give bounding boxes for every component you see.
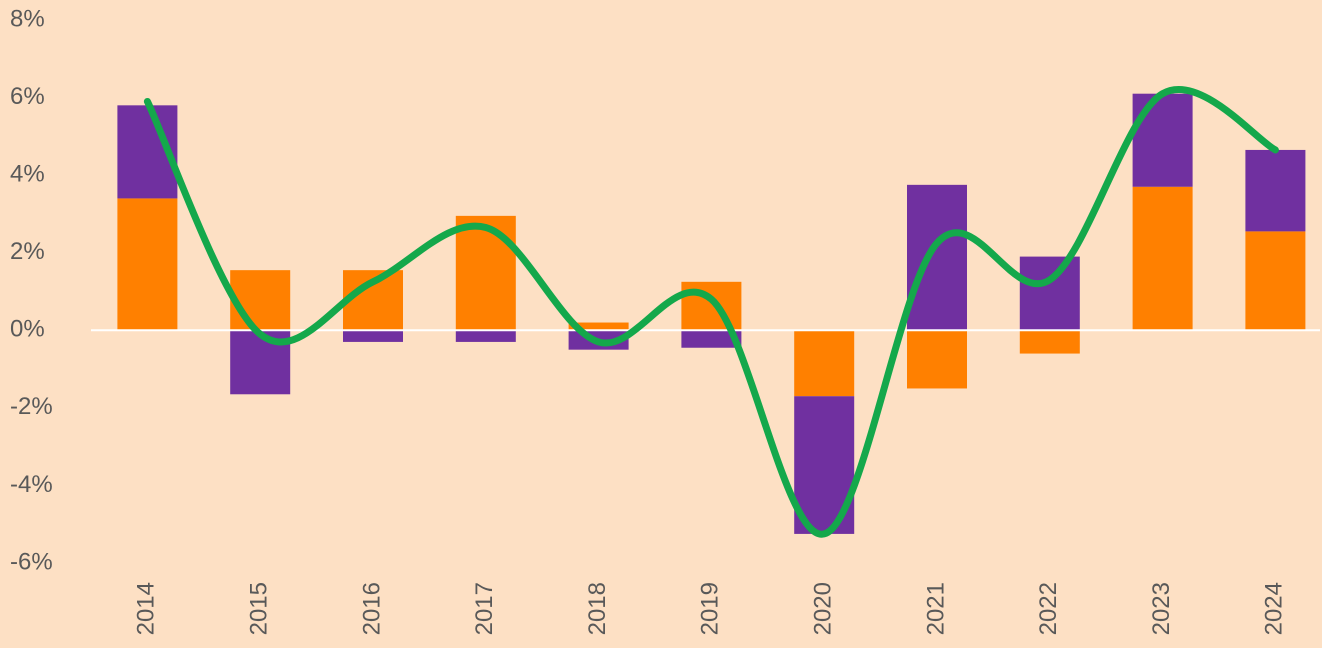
bar (681, 330, 742, 348)
bar (455, 330, 516, 342)
x-tick-label: 2020 (810, 582, 837, 635)
x-tick-label: 2014 (133, 582, 160, 635)
x-tick-label: 2019 (697, 582, 724, 635)
bar (1245, 149, 1306, 232)
y-tick-label: 6% (10, 83, 45, 110)
bar (1019, 256, 1080, 331)
y-tick-label: -2% (10, 393, 53, 420)
x-tick-label: 2021 (922, 582, 949, 635)
y-tick-label: -4% (10, 471, 53, 498)
bar (343, 330, 403, 342)
bar (907, 184, 967, 331)
bar (1019, 330, 1080, 354)
y-tick-label: 8% (10, 5, 45, 32)
bar (1132, 93, 1193, 187)
x-tick-label: 2022 (1035, 582, 1062, 635)
x-tick-label: 2015 (246, 582, 273, 635)
bar (117, 198, 178, 331)
x-tick-label: 2017 (471, 582, 498, 635)
x-tick-label: 2018 (584, 582, 611, 635)
bar (1245, 231, 1306, 331)
bar (1132, 186, 1193, 331)
bar (794, 330, 855, 397)
bar (230, 270, 291, 331)
x-tick-label: 2023 (1148, 582, 1175, 635)
x-tick-label: 2024 (1261, 582, 1288, 635)
bar (568, 322, 629, 331)
y-tick-label: 2% (10, 238, 45, 265)
bar (455, 215, 516, 331)
y-tick-label: -6% (10, 548, 53, 575)
bar (907, 330, 967, 389)
x-tick-label: 2016 (358, 582, 385, 635)
y-tick-label: 4% (10, 160, 45, 187)
y-tick-label: 0% (10, 316, 45, 343)
line (143, 86, 1279, 538)
